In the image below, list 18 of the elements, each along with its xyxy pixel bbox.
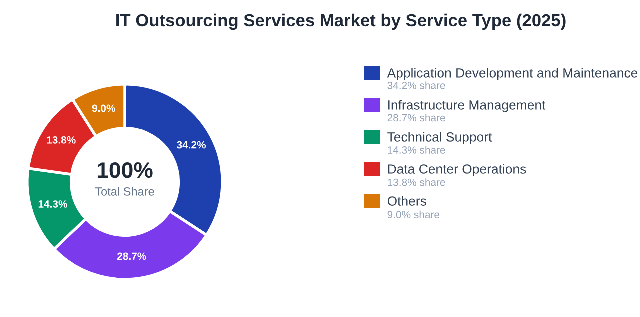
text: 14.3% share: [388, 146, 446, 154]
legend-label: Application Development and Maintenance: [387, 68, 638, 80]
data-label: 13.8%: [47, 136, 76, 144]
legend-label: Others: [388, 196, 426, 206]
chart-title: IT Outsourcing Services Market by Service Type (2025): [116, 14, 566, 30]
data-label: 34.2%: [176, 141, 206, 149]
legend-label: Infrastructure Management: [388, 100, 546, 112]
legend-label: Technical Support: [388, 132, 492, 144]
legend-label: Data Center Operations: [388, 164, 526, 177]
text: 13.8% share: [388, 178, 446, 186]
text: 100%: [98, 162, 153, 178]
text: Total Share: [95, 187, 154, 196]
text: 34.2% share: [388, 82, 446, 90]
data-label: 9.0%: [92, 104, 116, 112]
text: 28.7% share: [388, 114, 446, 122]
text: 9.0% share: [388, 210, 440, 219]
data-label: 14.3%: [38, 200, 68, 208]
data-label: 28.7%: [117, 252, 146, 260]
